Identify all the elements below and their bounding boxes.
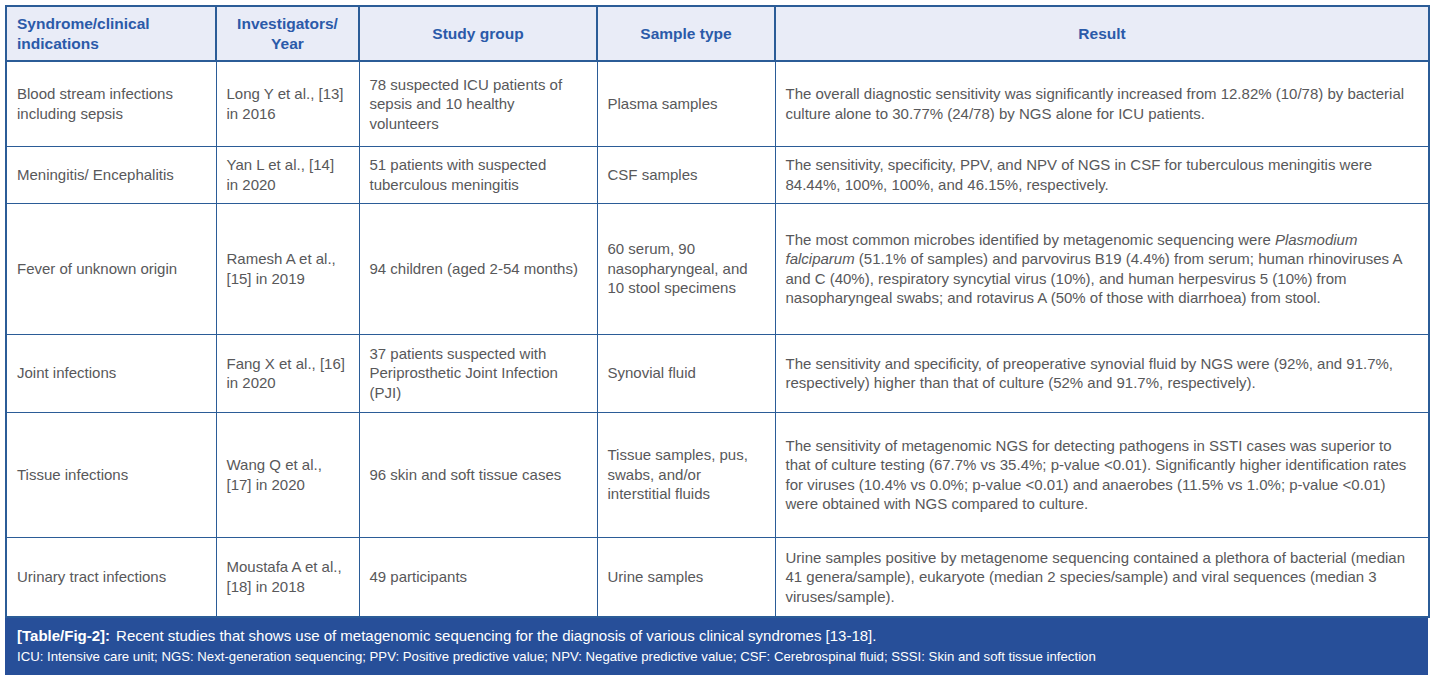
syndrome-cell: Blood stream infections including sepsis	[6, 61, 216, 146]
table-row: Fever of unknown originRamesh A et al., …	[6, 203, 1429, 334]
sample-type-cell: Tissue samples, pus, swabs, and/or inter…	[597, 412, 775, 537]
column-header-syndrome: Syndrome/clinical indications	[6, 6, 216, 61]
result-cell: The sensitivity and specificity, of preo…	[775, 334, 1429, 412]
syndrome-cell: Fever of unknown origin	[6, 203, 216, 334]
investigators-cell: Ramesh A et al., [15] in 2019	[216, 203, 359, 334]
table-caption-bar: [Table/Fig-2]: Recent studies that shows …	[5, 618, 1428, 675]
result-cell: Urine samples positive by metagenome seq…	[775, 537, 1429, 617]
syndrome-cell: Meningitis/ Encephalitis	[6, 146, 216, 203]
column-header-result: Result	[775, 6, 1429, 61]
study-group-cell: 51 patients with suspected tuberculous m…	[359, 146, 597, 203]
investigators-cell: Wang Q et al., [17] in 2020	[216, 412, 359, 537]
column-header-sample-type: Sample type	[597, 6, 775, 61]
table-header: Syndrome/clinical indications Investigat…	[6, 6, 1429, 61]
table-row: Blood stream infections including sepsis…	[6, 61, 1429, 146]
table-row: Meningitis/ EncephalitisYan L et al., [1…	[6, 146, 1429, 203]
column-header-study-group: Study group	[359, 6, 597, 61]
result-cell: The sensitivity, specificity, PPV, and N…	[775, 146, 1429, 203]
table-row: Tissue infectionsWang Q et al., [17] in …	[6, 412, 1429, 537]
study-group-cell: 94 children (aged 2-54 months)	[359, 203, 597, 334]
sample-type-cell: Synovial fluid	[597, 334, 775, 412]
investigators-cell: Moustafa A et al., [18] in 2018	[216, 537, 359, 617]
investigators-cell: Long Y et al., [13] in 2016	[216, 61, 359, 146]
abbreviations-note: ICU: Intensive care unit; NGS: Next-gene…	[17, 648, 1416, 666]
sample-type-cell: CSF samples	[597, 146, 775, 203]
column-header-investigators: Investigators/ Year	[216, 6, 359, 61]
result-cell: The overall diagnostic sensitivity was s…	[775, 61, 1429, 146]
table-row: Joint infectionsFang X et al., [16] in 2…	[6, 334, 1429, 412]
study-group-cell: 37 patients suspected with Periprostheti…	[359, 334, 597, 412]
syndrome-cell: Urinary tract infections	[6, 537, 216, 617]
investigators-cell: Yan L et al., [14] in 2020	[216, 146, 359, 203]
syndrome-cell: Tissue infections	[6, 412, 216, 537]
study-group-cell: 49 participants	[359, 537, 597, 617]
header-row: Syndrome/clinical indications Investigat…	[6, 6, 1429, 61]
studies-table: Syndrome/clinical indications Investigat…	[5, 5, 1430, 618]
result-cell: The sensitivity of metagenomic NGS for d…	[775, 412, 1429, 537]
sample-type-cell: 60 serum, 90 nasopharyngeal, and 10 stoo…	[597, 203, 775, 334]
table-body: Blood stream infections including sepsis…	[6, 61, 1429, 617]
study-group-cell: 78 suspected ICU patients of sepsis and …	[359, 61, 597, 146]
result-cell: The most common microbes identified by m…	[775, 203, 1429, 334]
study-group-cell: 96 skin and soft tissue cases	[359, 412, 597, 537]
sample-type-cell: Urine samples	[597, 537, 775, 617]
investigators-cell: Fang X et al., [16] in 2020	[216, 334, 359, 412]
table-caption: [Table/Fig-2]: Recent studies that shows …	[17, 626, 1416, 646]
table-fig-2-panel: Syndrome/clinical indications Investigat…	[0, 0, 1433, 677]
sample-type-cell: Plasma samples	[597, 61, 775, 146]
table-caption-text: Recent studies that shows use of metagen…	[116, 627, 876, 644]
syndrome-cell: Joint infections	[6, 334, 216, 412]
table-row: Urinary tract infectionsMoustafa A et al…	[6, 537, 1429, 617]
table-caption-label: [Table/Fig-2]:	[17, 627, 110, 644]
